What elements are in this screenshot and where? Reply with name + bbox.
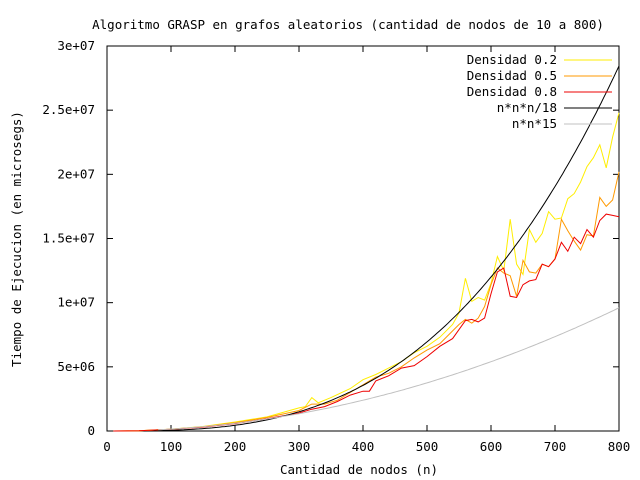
- x-tick-label: 0: [103, 439, 111, 454]
- legend-label: n*n*n/18: [497, 100, 557, 115]
- y-tick-label: 1e+07: [57, 295, 95, 310]
- legend-label: Densidad 0.5: [467, 68, 557, 83]
- y-tick-label: 5e+06: [57, 359, 95, 374]
- chart-title: Algoritmo GRASP en grafos aleatorios (ca…: [92, 17, 604, 32]
- x-axis-label: Cantidad de nodos (n): [280, 462, 438, 477]
- legend-label: Densidad 0.2: [467, 52, 557, 67]
- x-tick-label: 500: [416, 439, 439, 454]
- series-line: [113, 213, 620, 432]
- axis-ticks: 0 100 200 300 400 500 600 700 800 0 5e+06 1e+07 1.5e…: [42, 38, 630, 454]
- series-lines: [113, 65, 620, 432]
- y-tick-label: 0: [87, 423, 95, 438]
- series-line: [113, 112, 620, 432]
- legend-label: n*n*15: [512, 116, 557, 131]
- y-tick-label: 3e+07: [57, 38, 95, 53]
- series-line: [158, 307, 620, 431]
- y-tick-label: 2e+07: [57, 166, 95, 181]
- y-tick-label: 2.5e+07: [42, 102, 95, 117]
- y-tick-label: 1.5e+07: [42, 231, 95, 246]
- series-line: [113, 171, 620, 432]
- legend-label: Densidad 0.8: [467, 84, 557, 99]
- series-line: [158, 65, 620, 432]
- x-tick-label: 100: [160, 439, 183, 454]
- x-tick-label: 300: [288, 439, 311, 454]
- x-tick-label: 600: [480, 439, 503, 454]
- x-tick-label: 800: [608, 439, 631, 454]
- x-tick-label: 200: [224, 439, 247, 454]
- x-tick-label: 400: [352, 439, 375, 454]
- x-tick-label: 700: [544, 439, 567, 454]
- y-axis-label: Tiempo de Ejecucion (en microsegs): [9, 111, 24, 367]
